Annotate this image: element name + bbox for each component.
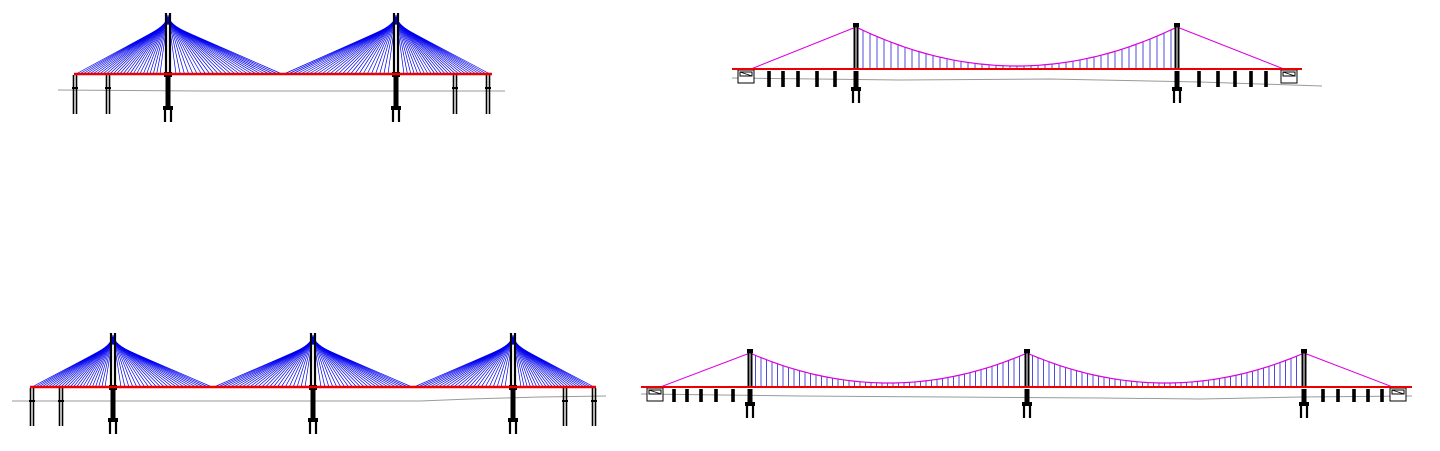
approach-pier-column xyxy=(781,71,785,87)
three-tower-suspension-bridge xyxy=(640,349,1413,418)
anchorage-detail xyxy=(1391,389,1405,395)
pylon-pier-shaft xyxy=(1024,389,1030,404)
stay-cable xyxy=(213,343,314,388)
stay-cable xyxy=(395,23,491,75)
pylon-pier-shaft xyxy=(747,389,753,404)
stay-cable xyxy=(112,343,213,388)
tower-saddle xyxy=(1301,349,1307,353)
anchorage-detail xyxy=(739,71,753,77)
stay-cable xyxy=(75,23,169,75)
pylon-pier-shaft xyxy=(165,77,171,108)
two-tower-suspension-bridge xyxy=(731,23,1323,103)
approach-pier-column xyxy=(1249,71,1253,87)
pier-cap xyxy=(391,106,401,110)
approach-pier-column xyxy=(1233,71,1237,87)
approach-pier-column xyxy=(1336,389,1340,402)
approach-pier-column xyxy=(1264,71,1268,87)
pier-cap xyxy=(1022,402,1032,406)
main-cable-main-span xyxy=(749,352,1028,384)
pier-cap xyxy=(745,402,755,406)
stay-cable xyxy=(167,23,283,75)
approach-pier-column xyxy=(815,71,819,87)
approach-pier-column xyxy=(699,389,703,402)
pylon-pier-shaft xyxy=(393,77,399,108)
stay-cable xyxy=(512,343,595,388)
approach-pier-column xyxy=(685,389,689,402)
ground-line xyxy=(640,393,1413,400)
approach-pier-column xyxy=(1380,389,1384,402)
anchorage-detail xyxy=(1282,71,1296,77)
approach-pier-cap xyxy=(58,400,64,402)
approach-pier-column xyxy=(731,389,735,402)
pier-cap xyxy=(108,418,118,422)
pier-cap xyxy=(1299,402,1309,406)
approach-pier-column xyxy=(1197,71,1201,87)
main-cable-side-span xyxy=(654,352,751,390)
approach-pier-cap xyxy=(562,400,568,402)
approach-pier-column xyxy=(1352,389,1356,402)
three-pylon-cable-stayed-bridge xyxy=(12,333,607,434)
pier-cap xyxy=(1172,87,1182,91)
tower-saddle xyxy=(1024,349,1030,353)
approach-pier-cap xyxy=(29,400,35,402)
tower-saddle xyxy=(1174,23,1180,27)
main-cable-side-span xyxy=(745,26,857,72)
approach-pier-cap xyxy=(105,87,111,89)
approach-pier-column xyxy=(767,71,771,87)
stay-cable xyxy=(312,343,413,388)
pylon-pier-shaft xyxy=(510,390,516,420)
approach-pier-column xyxy=(714,389,718,402)
ground-line xyxy=(12,395,607,402)
pylon-pier-shaft xyxy=(310,390,316,420)
approach-pier-column xyxy=(1216,71,1220,87)
main-cable-side-span xyxy=(1303,352,1399,390)
approach-pier-column xyxy=(672,389,676,402)
main-cable-main-span xyxy=(1026,352,1305,384)
pier-cap xyxy=(508,418,518,422)
tower-saddle xyxy=(853,23,859,27)
ground-line xyxy=(731,77,1323,87)
approach-pier-cap xyxy=(485,87,491,89)
ground-line xyxy=(57,89,505,92)
pier-cap xyxy=(308,418,318,422)
approach-pier-column xyxy=(796,71,800,87)
stay-cable xyxy=(31,343,114,388)
anchorage-detail xyxy=(648,389,662,395)
approach-pier-column xyxy=(833,71,837,87)
pier-cap xyxy=(851,87,861,91)
pier-cap xyxy=(163,106,173,110)
tower-saddle xyxy=(747,349,753,353)
pylon-pier-shaft xyxy=(1301,389,1307,404)
approach-pier-cap xyxy=(591,400,597,402)
approach-pier-cap xyxy=(452,87,458,89)
main-cable-main-span xyxy=(855,26,1178,67)
approach-pier-column xyxy=(1366,389,1370,402)
stay-cable xyxy=(283,23,397,75)
pylon-pier-shaft xyxy=(853,71,859,89)
stay-cable xyxy=(413,343,514,388)
two-pylon-cable-stayed-bridge xyxy=(57,13,505,122)
pylon-pier-shaft xyxy=(110,390,116,420)
main-cable-side-span xyxy=(1176,26,1290,72)
pylon-pier-shaft xyxy=(1174,71,1180,89)
approach-pier-cap xyxy=(72,87,78,89)
approach-pier-column xyxy=(1321,389,1325,402)
